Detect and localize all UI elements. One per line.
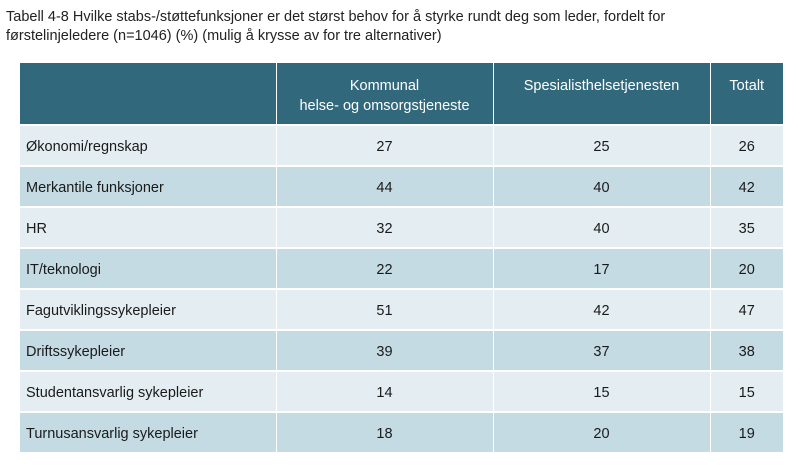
header-kommunal-line-1: Kommunal	[349, 78, 420, 94]
value-spesialist: 20	[493, 411, 711, 452]
value-totalt: 19	[710, 411, 783, 452]
value-kommunal: 44	[276, 165, 494, 207]
value-kommunal: 32	[276, 206, 494, 248]
table-row: Turnusansvarlig sykepleier 18 20 19	[20, 411, 783, 452]
row-label: Merkantile funksjoner	[20, 165, 277, 207]
value-spesialist: 15	[493, 370, 711, 412]
table-header-row: Kommunal helse- og omsorgstjeneste Spesi…	[20, 63, 783, 126]
header-totalt: Totalt	[710, 63, 783, 126]
value-kommunal: 14	[276, 370, 494, 412]
header-spesialist: Spesialisthelsetjenesten	[493, 63, 711, 126]
row-label: HR	[20, 206, 277, 248]
value-kommunal: 27	[276, 124, 494, 166]
header-kommunal: Kommunal helse- og omsorgstjeneste	[276, 63, 494, 126]
value-spesialist: 42	[493, 288, 711, 330]
header-blank	[20, 63, 277, 126]
table-row: HR 32 40 35	[20, 206, 783, 248]
row-label: Driftssykepleier	[20, 329, 277, 371]
header-kommunal-line-2: helse- og omsorgstjeneste	[299, 98, 470, 114]
value-totalt: 20	[710, 247, 783, 289]
table-row: Driftssykepleier 39 37 38	[20, 329, 783, 371]
value-kommunal: 22	[276, 247, 494, 289]
table-row: IT/teknologi 22 17 20	[20, 247, 783, 289]
caption-line-1: Tabell 4-8 Hvilke stabs-/støttefunksjone…	[6, 9, 666, 25]
value-spesialist: 40	[493, 206, 711, 248]
value-kommunal: 39	[276, 329, 494, 371]
value-totalt: 42	[710, 165, 783, 207]
row-label: IT/teknologi	[20, 247, 277, 289]
value-spesialist: 40	[493, 165, 711, 207]
row-label: Turnusansvarlig sykepleier	[20, 411, 277, 452]
row-label: Fagutviklingssykepleier	[20, 288, 277, 330]
table-row: Merkantile funksjoner 44 40 42	[20, 165, 783, 207]
row-label: Studentansvarlig sykepleier	[20, 370, 277, 412]
value-totalt: 47	[710, 288, 783, 330]
value-totalt: 26	[710, 124, 783, 166]
table-row: Studentansvarlig sykepleier 14 15 15	[20, 370, 783, 412]
value-totalt: 35	[710, 206, 783, 248]
data-table: Kommunal helse- og omsorgstjeneste Spesi…	[20, 63, 783, 452]
value-kommunal: 18	[276, 411, 494, 452]
value-kommunal: 51	[276, 288, 494, 330]
value-spesialist: 25	[493, 124, 711, 166]
table-row: Fagutviklingssykepleier 51 42 47	[20, 288, 783, 330]
table-row: Økonomi/regnskap 27 25 26	[20, 124, 783, 166]
row-label: Økonomi/regnskap	[20, 124, 277, 166]
caption-line-2: førstelinjeledere (n=1046) (%) (mulig å …	[6, 28, 442, 44]
value-totalt: 38	[710, 329, 783, 371]
value-spesialist: 37	[493, 329, 711, 371]
value-spesialist: 17	[493, 247, 711, 289]
value-totalt: 15	[710, 370, 783, 412]
table-caption: Tabell 4-8 Hvilke stabs-/støttefunksjone…	[6, 8, 786, 46]
